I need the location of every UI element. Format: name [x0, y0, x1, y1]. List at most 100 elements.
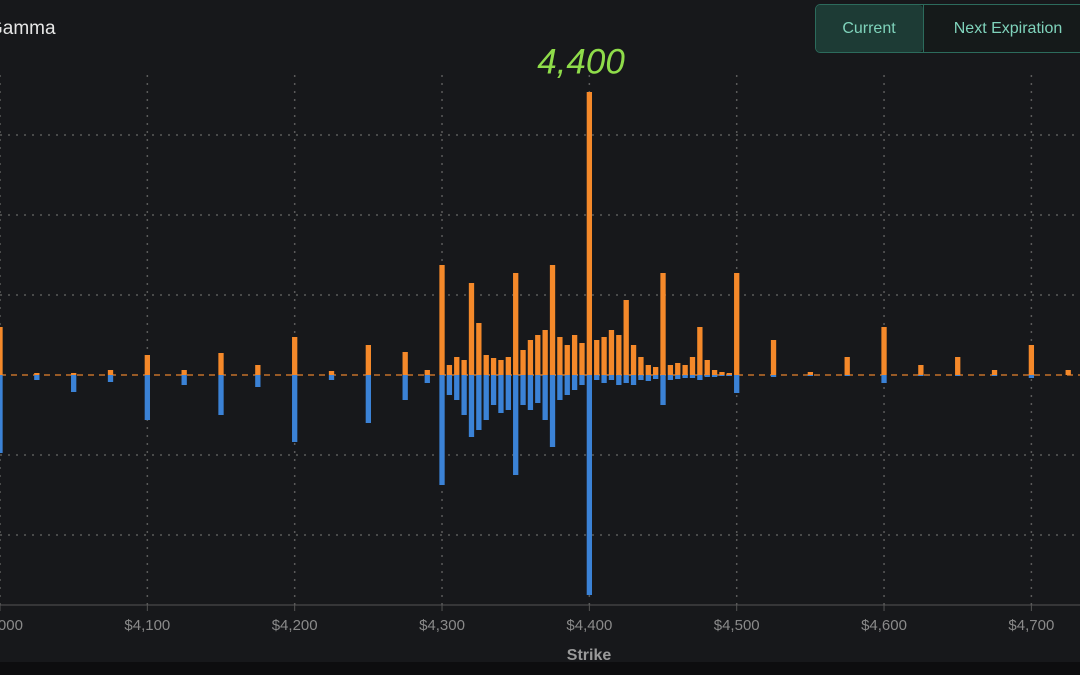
bar [955, 375, 961, 376]
bar [630, 375, 637, 385]
annotation: 4,400 [537, 42, 625, 81]
button-label[interactable]: Next Expiration [954, 20, 1063, 37]
bar [881, 375, 887, 383]
bar [704, 375, 710, 377]
bar [520, 375, 526, 405]
bar [107, 370, 114, 375]
bar [424, 375, 430, 383]
bar [557, 337, 563, 375]
bar [498, 360, 504, 375]
bar [579, 343, 585, 375]
bar [144, 355, 150, 375]
bar [476, 323, 482, 375]
bar [446, 375, 453, 395]
bar [34, 373, 40, 375]
bar [594, 340, 600, 375]
bar [711, 375, 718, 377]
x-tick-label: $4,200 [272, 617, 318, 634]
bar [255, 375, 261, 387]
bar [402, 352, 408, 375]
bar [505, 375, 511, 410]
bar [439, 375, 445, 485]
bar [107, 375, 114, 382]
bar [476, 375, 482, 430]
bar [697, 327, 703, 375]
bar [770, 375, 777, 377]
bar [616, 375, 622, 385]
bar [71, 375, 77, 392]
bar [513, 375, 519, 475]
x-tick-label: $4,300 [419, 617, 465, 634]
x-tick-label: $4,600 [861, 617, 907, 634]
bar [689, 375, 696, 378]
bar [498, 375, 504, 413]
bar [697, 375, 703, 380]
bar [807, 375, 814, 376]
bar [292, 337, 298, 375]
bar [527, 340, 534, 375]
bar [844, 375, 850, 376]
bar [675, 375, 681, 379]
bar [557, 375, 563, 400]
bar [490, 375, 497, 405]
x-tick-label: $4,700 [1008, 617, 1054, 634]
bar [535, 335, 541, 375]
bar [601, 337, 607, 375]
bar [328, 371, 335, 375]
bar [734, 375, 740, 393]
bar [667, 365, 674, 375]
bar [653, 367, 659, 375]
bar [1028, 345, 1035, 375]
bar [881, 327, 887, 375]
bar [328, 375, 335, 380]
button-current[interactable] [816, 5, 923, 52]
bar [726, 375, 732, 376]
bar [653, 375, 659, 379]
bar [365, 375, 372, 423]
bar [645, 365, 651, 375]
bar [571, 335, 578, 375]
bar [424, 370, 430, 375]
bar [542, 330, 548, 375]
x-tick-label: $4,400 [566, 617, 612, 634]
bottom-border [0, 662, 1080, 675]
bar [365, 345, 372, 375]
bar [483, 355, 489, 375]
chart-title: Gamma [0, 18, 56, 39]
bar [608, 375, 615, 380]
bar [468, 283, 475, 375]
bar [513, 273, 519, 375]
bar [535, 375, 541, 403]
bar [726, 373, 732, 375]
bar [527, 375, 534, 410]
bar [454, 357, 460, 375]
bar [564, 375, 570, 395]
bar [719, 372, 725, 375]
button-label[interactable]: Current [842, 20, 896, 37]
bar [468, 375, 475, 437]
bar [616, 335, 622, 375]
x-tick-label: $4,000 [0, 617, 23, 634]
bar [461, 360, 467, 375]
bar [0, 375, 3, 453]
bar [0, 327, 3, 375]
bar [542, 375, 548, 420]
bar [490, 358, 497, 375]
x-axis-label: Strike [567, 647, 612, 664]
bar [638, 357, 644, 375]
bar [711, 370, 718, 375]
bar [34, 375, 40, 380]
bar [564, 345, 570, 375]
bar [571, 375, 578, 390]
x-tick-label: $4,500 [714, 617, 760, 634]
bar [645, 375, 651, 381]
bar [682, 365, 688, 375]
bar [689, 357, 696, 375]
x-tick-label: $4,100 [124, 617, 170, 634]
bar [402, 375, 408, 400]
bar [682, 375, 688, 378]
bar [505, 357, 511, 375]
bar [991, 370, 998, 375]
